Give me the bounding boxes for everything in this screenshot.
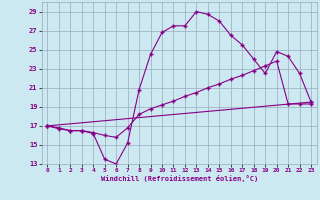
X-axis label: Windchill (Refroidissement éolien,°C): Windchill (Refroidissement éolien,°C) (100, 175, 258, 182)
